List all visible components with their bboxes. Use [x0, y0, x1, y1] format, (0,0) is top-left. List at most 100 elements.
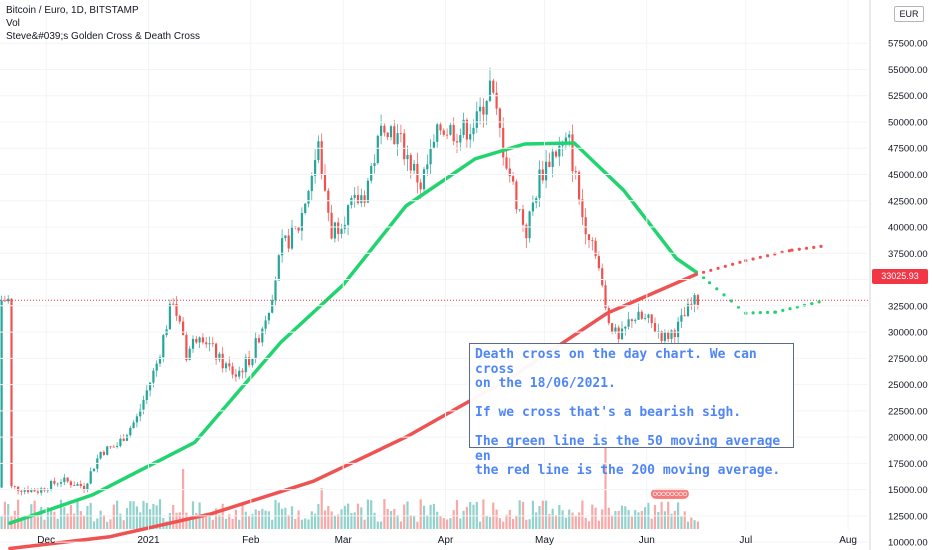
volume-bar: [106, 521, 109, 529]
candle-body: [611, 323, 614, 333]
volume-bar: [558, 505, 561, 529]
candle-body: [465, 119, 468, 140]
volume-bar: [535, 512, 538, 529]
candle-body: [670, 330, 673, 339]
cross-marker-pill: [650, 488, 689, 499]
candle-body: [426, 164, 429, 170]
candle-body: [578, 172, 581, 200]
volume-bar: [69, 504, 72, 529]
candle-body: [587, 234, 591, 241]
ma-projection-dot: [787, 249, 792, 253]
candle-body: [396, 133, 399, 145]
candle-body: [307, 191, 310, 204]
ma-projection-dot: [819, 244, 823, 248]
candle-body: [86, 483, 89, 490]
volume-bar: [366, 499, 369, 529]
y-tick-label: 30000.00: [888, 328, 928, 339]
volume-bar: [261, 508, 264, 529]
volume-bar: [363, 519, 366, 529]
volume-bar: [531, 500, 534, 529]
candle-body: [558, 145, 561, 157]
volume-bar: [670, 513, 673, 529]
candle-body: [310, 175, 313, 192]
cross-marker-dot: [682, 491, 688, 496]
candle-body: [152, 370, 155, 383]
volume-bar: [462, 510, 465, 529]
volume-bar: [538, 506, 541, 529]
ma-projection-dot: [751, 257, 755, 261]
candle-body: [333, 222, 336, 239]
y-tick-label: 15000.00: [888, 485, 928, 496]
volume-bar: [663, 511, 666, 529]
candle-body: [208, 343, 211, 345]
volume-bar: [406, 501, 409, 529]
candle-body: [657, 331, 660, 332]
ma-projection-dot: [758, 311, 762, 315]
currency-badge[interactable]: EUR: [894, 6, 924, 22]
cross-marker-dot: [661, 491, 666, 496]
volume-bar: [472, 504, 475, 529]
candle-body: [145, 390, 148, 401]
volume-bar: [112, 504, 115, 529]
candle-body: [185, 334, 188, 361]
y-tick-label: 52500.00: [888, 91, 928, 102]
volume-bar: [465, 506, 468, 529]
candle-body: [218, 353, 221, 360]
candle-body: [419, 182, 422, 190]
volume-bar: [376, 521, 379, 529]
volume-bar: [83, 515, 86, 529]
volume-bar: [416, 521, 419, 529]
candle-body: [323, 174, 327, 191]
ma-projection-dot: [817, 300, 821, 304]
candle-body: [568, 134, 571, 138]
candle-body: [380, 125, 383, 136]
candle-body: [99, 451, 102, 459]
annotation-note[interactable]: Death cross on the day chart. We can cro…: [469, 343, 794, 478]
volume-bar: [498, 518, 501, 529]
candle-body: [317, 141, 320, 161]
volume-bar: [314, 513, 317, 529]
volume-bar: [221, 503, 224, 529]
volume-bar: [53, 511, 56, 529]
indicator-legend[interactable]: Steve&#039;s Golden Cross & Death Cross: [6, 31, 200, 42]
candle-body: [521, 209, 525, 225]
candle-body: [30, 489, 33, 493]
volume-bar: [350, 512, 353, 529]
volume-bar: [591, 504, 594, 529]
volume-bar: [168, 512, 171, 529]
ma-projection-dot: [773, 310, 778, 314]
symbol-title[interactable]: Bitcoin / Euro, 1D, BITSTAMP: [6, 5, 139, 16]
volume-bar: [690, 517, 693, 529]
volume-bar: [578, 512, 581, 529]
candle-body: [248, 357, 251, 366]
volume-bar: [36, 516, 39, 529]
candle-body: [502, 127, 505, 158]
candle-body: [508, 168, 511, 177]
ma-projection-dot: [790, 248, 794, 252]
volume-bar: [399, 521, 402, 529]
candle-body: [673, 330, 676, 338]
volume-bar: [561, 510, 564, 529]
volume-bar: [267, 511, 270, 529]
volume-bar: [607, 507, 610, 529]
volume-bar: [142, 500, 145, 529]
volume-bar: [20, 517, 23, 529]
ma-projection-dot: [723, 264, 727, 268]
volume-bar: [601, 509, 604, 529]
ma-projection-dot: [702, 276, 706, 280]
volume-bar: [274, 499, 277, 529]
candle-body: [363, 195, 366, 203]
volume-bar: [574, 515, 577, 529]
candle-body: [680, 315, 683, 322]
volume-bars: [0, 424, 699, 529]
candle-body: [548, 161, 551, 167]
volume-bar: [330, 511, 333, 529]
candle-body: [479, 106, 482, 112]
candle-body: [373, 163, 376, 166]
volume-legend[interactable]: Vol: [6, 18, 20, 29]
ma-projection-dot: [781, 308, 785, 312]
volume-bar: [686, 521, 690, 529]
candle-body: [350, 197, 353, 206]
